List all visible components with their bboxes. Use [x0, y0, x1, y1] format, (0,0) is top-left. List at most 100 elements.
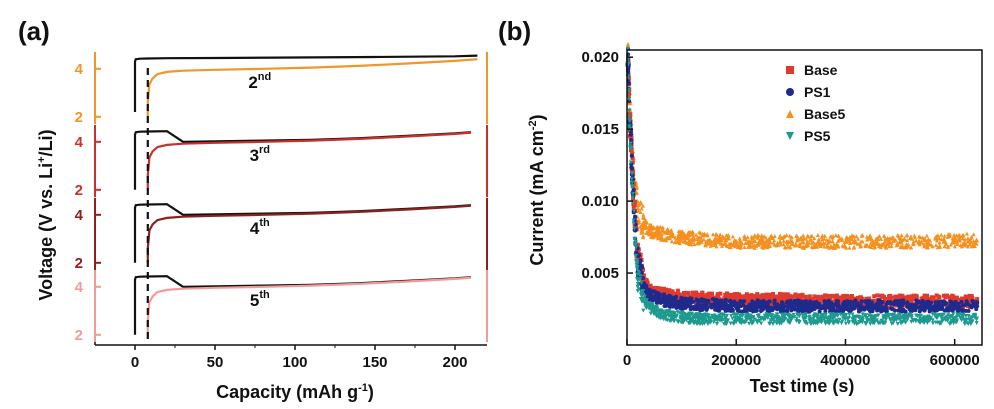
- y-tick-label: 0.005: [581, 265, 619, 282]
- scatter-point: [685, 236, 690, 241]
- scatter-point: [631, 187, 636, 192]
- scatter-point: [943, 294, 948, 299]
- scatter-point: [939, 232, 944, 237]
- scatter-point: [633, 239, 638, 244]
- scatter-point: [745, 235, 750, 240]
- scatter-point: [966, 321, 971, 326]
- scatter-point: [627, 124, 632, 129]
- cycle-tick-label: 2: [75, 255, 83, 272]
- scatter-point: [803, 307, 808, 312]
- scatter-point: [925, 293, 930, 298]
- scatter-point: [747, 305, 752, 310]
- scatter-point: [802, 314, 807, 319]
- scatter-point: [825, 242, 830, 247]
- scatter-point: [778, 239, 783, 244]
- scatter-point: [635, 261, 640, 266]
- scatter-point: [635, 248, 640, 253]
- scatter-point: [719, 318, 724, 323]
- scatter-point: [860, 312, 865, 317]
- scatter-point: [943, 239, 948, 244]
- scatter-point: [825, 244, 830, 249]
- scatter-point: [834, 299, 839, 304]
- scatter-point: [939, 313, 944, 318]
- y-tick-label: 0.010: [581, 193, 619, 210]
- scatter-point: [773, 314, 778, 319]
- scatter-point: [641, 308, 646, 313]
- scatter-point: [700, 307, 705, 312]
- scatter-point: [907, 305, 912, 310]
- scatter-point: [902, 295, 907, 300]
- scatter-point: [856, 236, 861, 241]
- scatter-point: [763, 314, 768, 319]
- scatter-point: [635, 284, 640, 289]
- scatter-point: [698, 316, 703, 321]
- scatter-point: [840, 238, 845, 243]
- scatter-point: [757, 296, 762, 301]
- scatter-point: [766, 292, 771, 297]
- panel-a-colored-y-axis: 4 2 4 2 4 2 4 2: [75, 52, 488, 344]
- scatter-point: [714, 244, 719, 249]
- scatter-point: [775, 241, 780, 246]
- scatter-point: [656, 233, 661, 238]
- scatter-point: [765, 302, 770, 307]
- scatter-point: [947, 297, 952, 302]
- scatter-point: [778, 307, 783, 312]
- scatter-point: [936, 294, 941, 299]
- scatter-point: [840, 316, 845, 321]
- scatter-point: [678, 311, 683, 316]
- scatter-point: [871, 320, 876, 325]
- scatter-point: [662, 312, 667, 317]
- scatter-point: [797, 237, 802, 242]
- scatter-point: [736, 306, 741, 311]
- scatter-point: [650, 306, 655, 311]
- scatter-point: [721, 235, 726, 240]
- scatter-point: [810, 245, 815, 250]
- scatter-point: [768, 318, 773, 323]
- scatter-point: [888, 296, 893, 301]
- scatter-point: [850, 319, 855, 324]
- scatter-point: [752, 245, 757, 250]
- scatter-point: [655, 294, 660, 299]
- scatter-point: [938, 321, 943, 326]
- scatter-point: [635, 267, 640, 272]
- scatter-point: [975, 297, 980, 302]
- x-tick-label: 400000: [820, 352, 870, 369]
- scatter-point: [969, 244, 974, 249]
- scatter-point: [769, 233, 774, 238]
- scatter-point: [764, 312, 769, 317]
- scatter-point: [837, 317, 842, 322]
- scatter-point: [850, 294, 855, 299]
- scatter-point: [904, 233, 909, 238]
- scatter-point: [932, 312, 937, 317]
- scatter-point: [969, 294, 974, 299]
- scatter-point: [665, 230, 670, 235]
- scatter-point: [683, 291, 688, 296]
- scatter-point: [629, 138, 634, 143]
- scatter-point: [694, 232, 699, 237]
- cycle-curve: [146, 131, 472, 190]
- scatter-point: [631, 221, 636, 226]
- scatter-point: [637, 202, 642, 207]
- legend-label: Base5: [804, 106, 845, 122]
- scatter-point: [785, 299, 790, 304]
- scatter-point: [727, 294, 732, 299]
- scatter-point: [827, 318, 832, 323]
- scatter-point: [905, 300, 910, 305]
- scatter-point: [634, 250, 639, 255]
- scatter-point: [910, 294, 915, 299]
- scatter-point: [743, 316, 748, 321]
- cycle-tick-label: 4: [75, 279, 84, 296]
- scatter-point: [815, 314, 820, 319]
- scatter-point: [708, 298, 713, 303]
- scatter-point: [718, 291, 723, 296]
- scatter-point: [953, 295, 958, 300]
- scatter-point: [767, 299, 772, 304]
- scatter-point: [639, 222, 644, 227]
- scatter-point: [778, 292, 783, 297]
- legend-marker: [786, 132, 794, 140]
- legend-label: Base: [804, 62, 838, 78]
- x-tick-label: 50: [207, 354, 224, 371]
- scatter-point: [785, 239, 790, 244]
- scatter-point: [807, 294, 812, 299]
- scatter-point: [671, 303, 676, 308]
